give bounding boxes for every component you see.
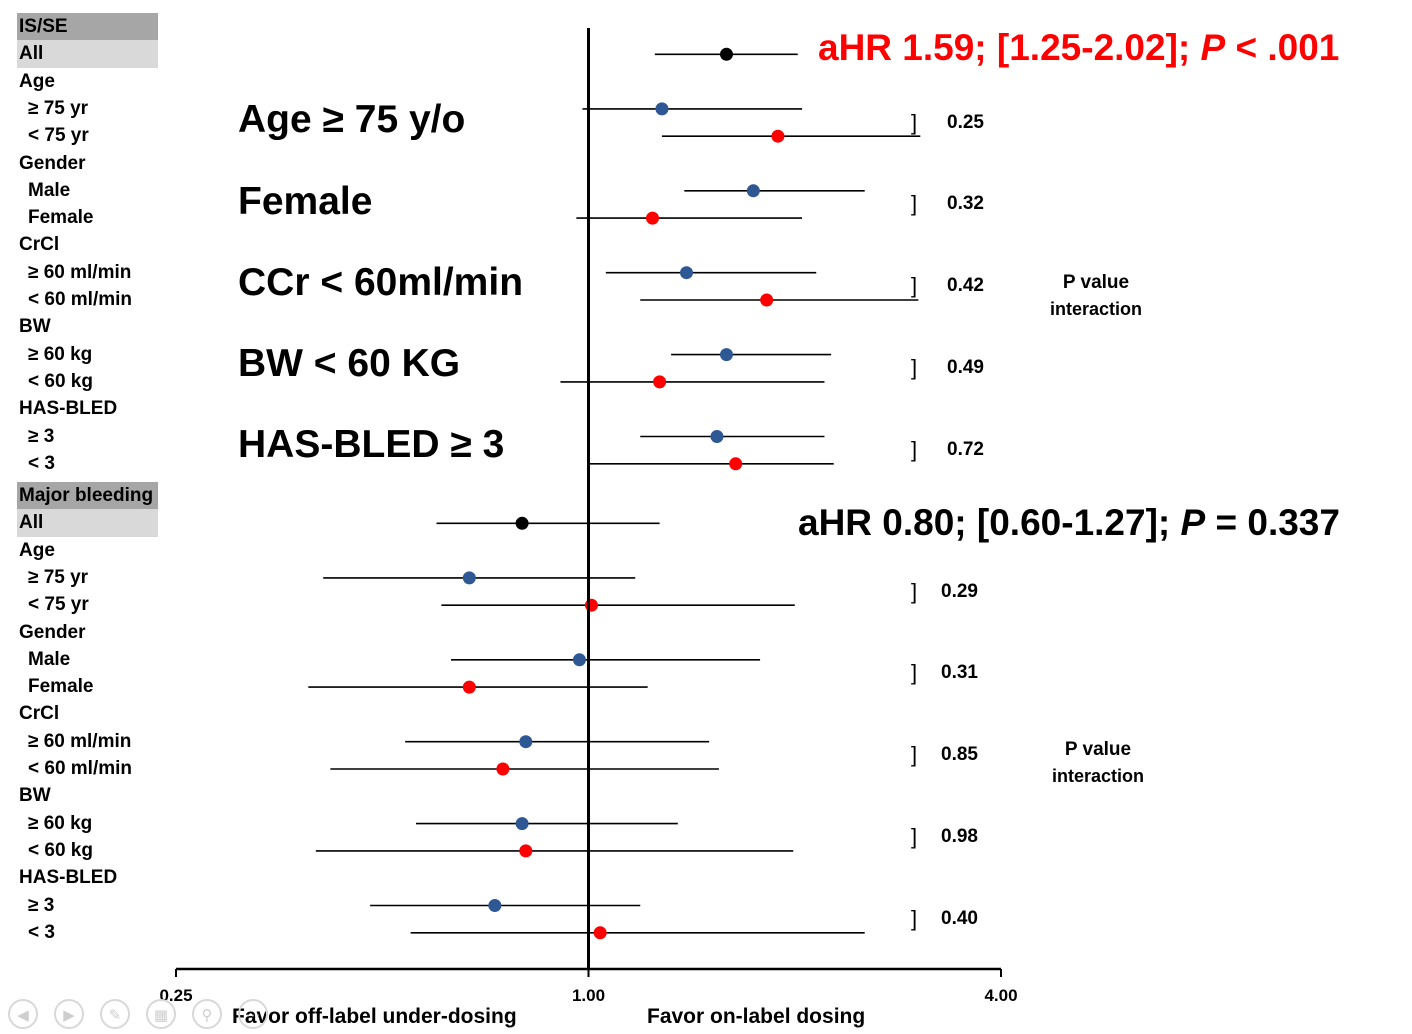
- subgroup-point: [719, 348, 733, 362]
- back-icon[interactable]: ◀: [8, 999, 38, 1029]
- section-header: Major bleeding: [17, 482, 158, 510]
- x-label-left: Favor off-label under-dosing: [232, 1005, 517, 1028]
- p-interaction-value: 0.85: [941, 744, 978, 766]
- subgroup-annotation: HAS-BLED ≥ 3: [238, 423, 505, 466]
- subgroup-point: [679, 266, 693, 280]
- forward-icon[interactable]: ▶: [54, 999, 84, 1029]
- subgroup-label: < 75 yr: [28, 125, 89, 147]
- subgroup-label: ≥ 75 yr: [28, 566, 89, 588]
- bracket-icon: ]: [911, 742, 918, 768]
- group-label: HAS-BLED: [19, 867, 118, 889]
- subgroup-label: < 3: [28, 921, 55, 943]
- subgroup-point: [462, 680, 476, 694]
- group-label: Gender: [19, 152, 86, 174]
- subgroup-point: [655, 102, 669, 116]
- subgroup-label: ≥ 60 ml/min: [28, 730, 132, 752]
- subgroup-label: ≥ 60 kg: [28, 343, 93, 365]
- p-interaction-value: 0.29: [941, 580, 978, 602]
- subgroup-label: Male: [28, 179, 71, 201]
- subgroup-label: < 60 ml/min: [28, 758, 133, 779]
- subgroup-point: [593, 926, 607, 940]
- subgroup-point: [519, 844, 533, 858]
- subgroup-label: Female: [28, 676, 94, 698]
- group-label: BW: [19, 316, 51, 338]
- subgroup-point: [515, 817, 529, 831]
- p-interaction-value: 0.49: [947, 357, 984, 379]
- bracket-icon: ]: [911, 191, 918, 217]
- overall-point: [515, 516, 529, 530]
- subgroup-label: Male: [28, 648, 71, 670]
- p-interaction-label-2: P value interaction: [1051, 739, 1144, 786]
- subgroup-annotation: Female: [238, 180, 373, 223]
- subgroup-point: [729, 457, 743, 471]
- p-interaction-value: 0.31: [941, 662, 978, 684]
- p-interaction-value: 0.25: [947, 111, 984, 133]
- more-icon[interactable]: ⋯: [238, 999, 268, 1029]
- group-label: Age: [19, 539, 55, 561]
- bracket-icon: ]: [911, 355, 918, 381]
- subgroup-point: [462, 571, 476, 585]
- subgroup-point: [760, 293, 774, 307]
- subgroup-point: [771, 129, 785, 143]
- bracket-icon: ]: [911, 437, 918, 463]
- p-interaction-value: 0.40: [941, 908, 978, 930]
- subgroup-annotation: CCr < 60ml/min: [238, 261, 524, 304]
- subgroup-label: ≥ 3: [28, 425, 55, 447]
- subgroup-label: ≥ 60 kg: [28, 812, 93, 834]
- subgroup-point: [519, 735, 533, 749]
- subgroup-label: < 3: [28, 452, 55, 474]
- x-tick-label: 4.00: [984, 986, 1018, 1005]
- subgroup-label: Female: [28, 207, 94, 229]
- subgroup-label: < 75 yr: [28, 594, 89, 616]
- x-label-right: Favor on-label dosing: [647, 1005, 866, 1028]
- group-label: CrCl: [19, 703, 60, 725]
- bracket-icon: ]: [911, 824, 918, 850]
- group-label: Gender: [19, 621, 86, 643]
- bracket-icon: ]: [911, 273, 918, 299]
- bracket-icon: ]: [911, 660, 918, 686]
- subgroup-label: < 60 kg: [28, 839, 93, 861]
- pen-icon[interactable]: ✎: [100, 999, 130, 1029]
- zoom-icon[interactable]: ⚲: [192, 999, 222, 1029]
- result-summary: aHR 1.59; [1.25-2.02]; P < .001: [818, 27, 1340, 68]
- subgroup-point: [572, 653, 586, 667]
- subgroup-point: [488, 899, 502, 912]
- subgroup-point: [646, 211, 660, 225]
- subgroup-point: [653, 375, 667, 389]
- subgroup-point: [710, 430, 724, 443]
- p-interaction-value: 0.42: [947, 275, 984, 297]
- all-row-label: All: [17, 509, 158, 538]
- overall-point: [719, 47, 733, 61]
- subgroup-label: < 60 kg: [28, 370, 93, 392]
- subgroup-label: ≥ 60 ml/min: [28, 261, 132, 283]
- subgroup-annotation: BW < 60 KG: [238, 342, 461, 385]
- p-interaction-value: 0.98: [941, 826, 978, 848]
- subgroup-label: < 60 ml/min: [28, 289, 133, 310]
- x-tick-label: 1.00: [571, 986, 606, 1005]
- subgroup-point: [746, 184, 760, 198]
- subgroup-annotation: Age ≥ 75 y/o: [238, 98, 466, 141]
- menu-icon[interactable]: ▦: [146, 999, 176, 1029]
- subgroup-label: ≥ 3: [28, 894, 55, 916]
- subgroup-point: [496, 762, 510, 776]
- group-label: BW: [19, 785, 51, 807]
- bracket-icon: ]: [911, 109, 918, 135]
- result-summary: aHR 0.80; [0.60-1.27]; P = 0.337: [798, 502, 1340, 543]
- group-label: CrCl: [19, 234, 60, 256]
- all-row-label: All: [17, 40, 158, 69]
- subgroup-label: ≥ 75 yr: [28, 97, 89, 119]
- group-label: HAS-BLED: [19, 398, 118, 420]
- bracket-icon: ]: [911, 906, 918, 932]
- p-interaction-value: 0.72: [947, 439, 984, 461]
- p-interaction-value: 0.32: [947, 193, 984, 215]
- subgroup-point: [584, 598, 598, 612]
- bracket-icon: ]: [911, 578, 918, 604]
- p-interaction-label-1: P value interaction: [1049, 272, 1142, 319]
- section-header: IS/SE: [17, 13, 158, 41]
- group-label: Age: [19, 70, 55, 92]
